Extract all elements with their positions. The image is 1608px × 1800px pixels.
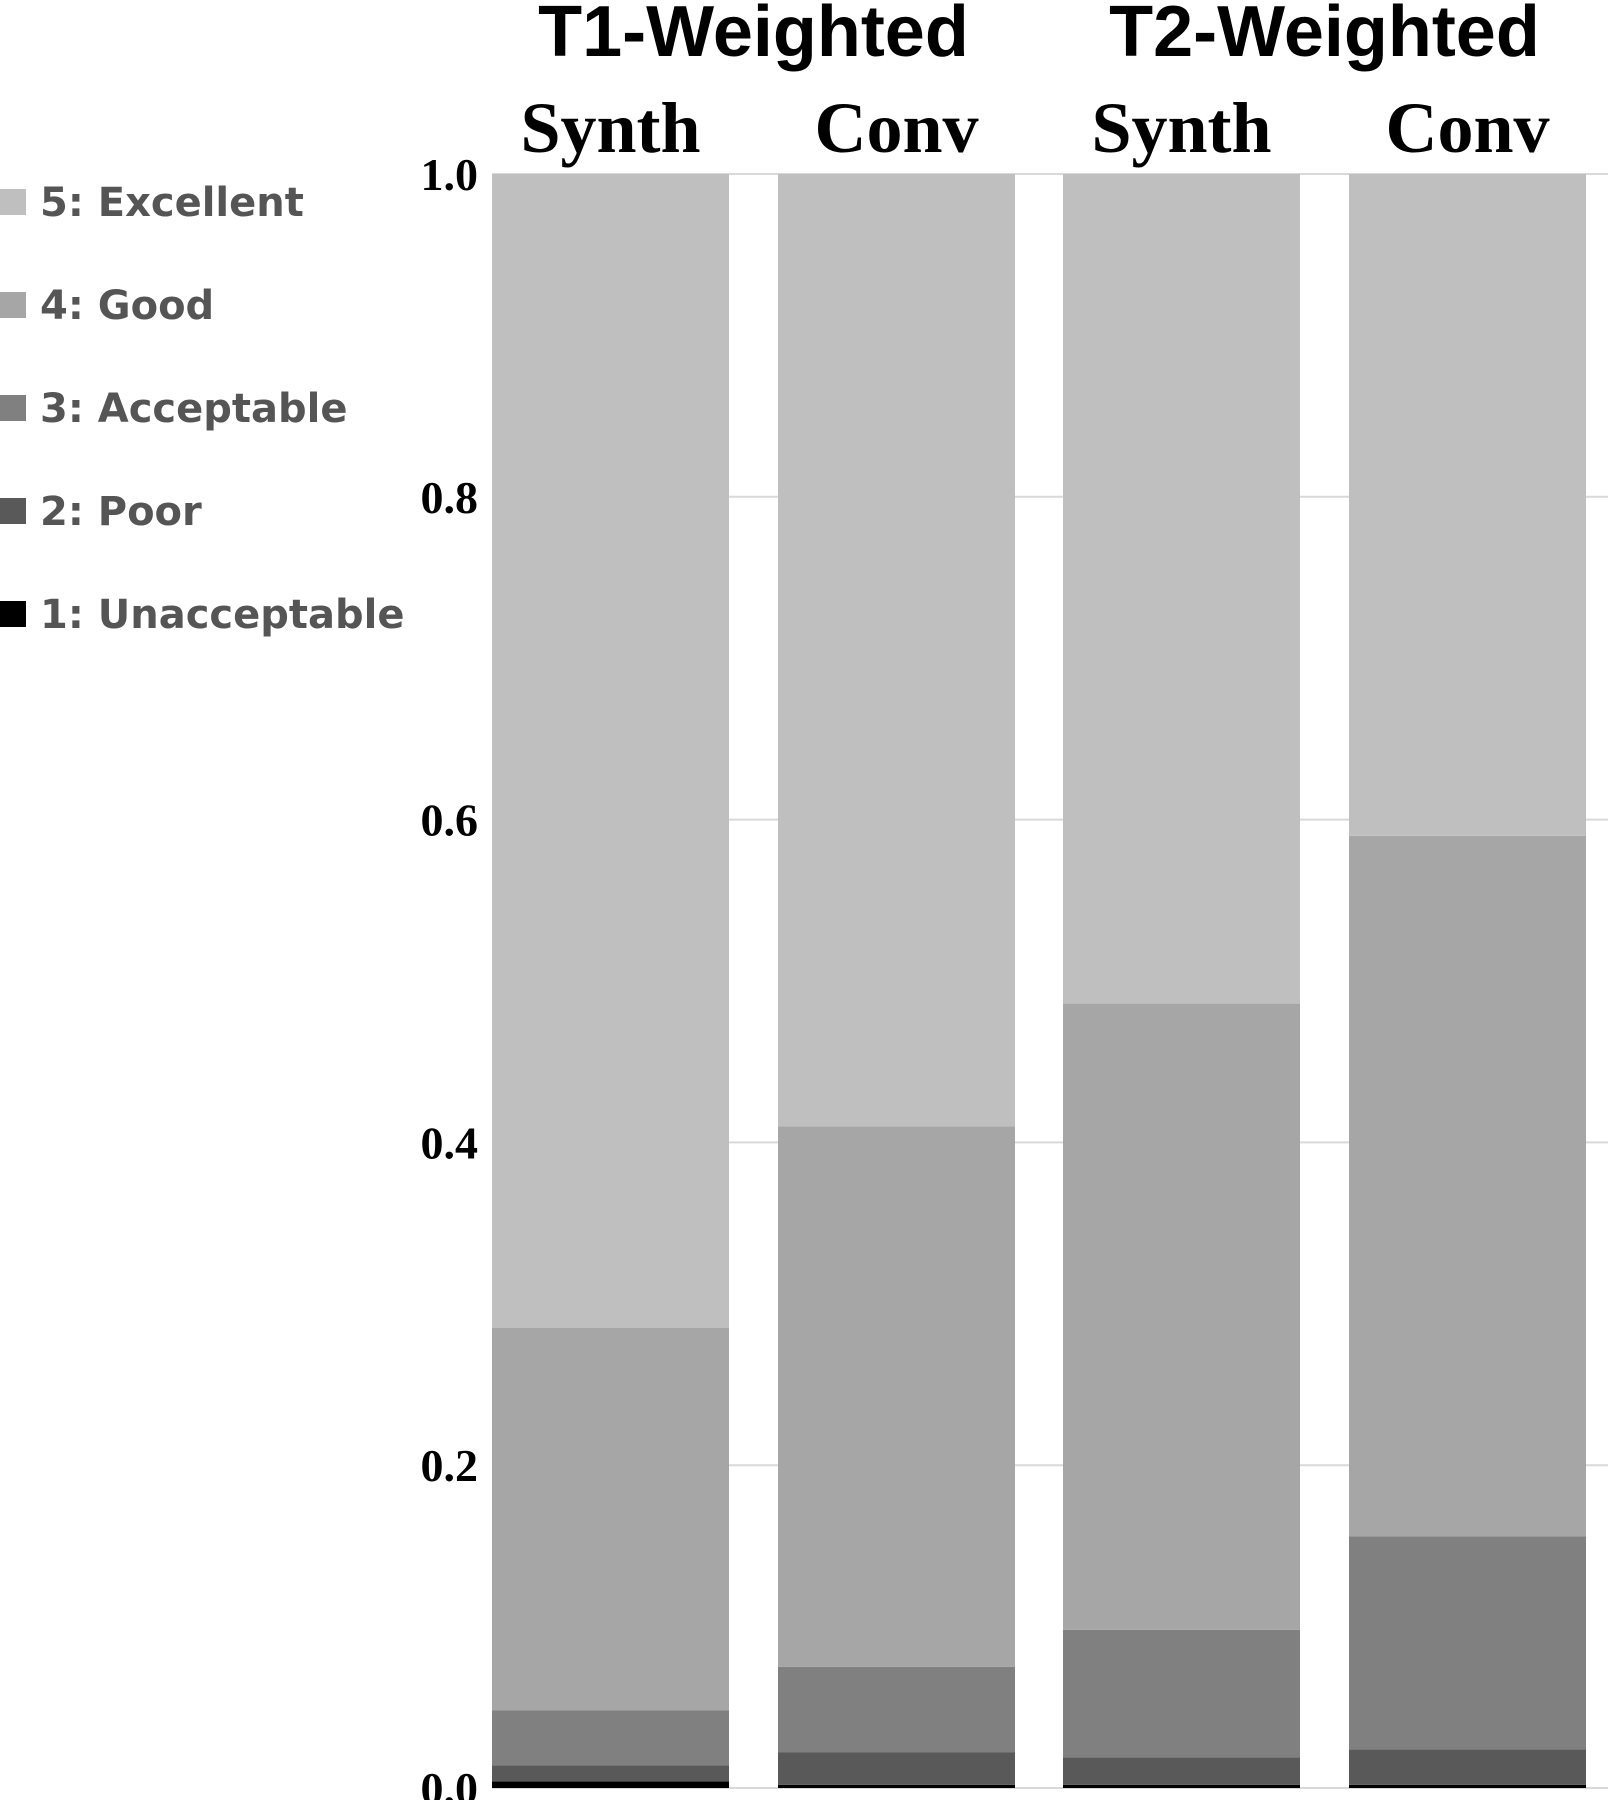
bars <box>492 174 1586 1788</box>
legend-swatch <box>0 189 26 215</box>
bar-segment <box>778 174 1015 1127</box>
legend-label: 3: Acceptable <box>40 386 347 432</box>
bar-segment <box>778 1784 1015 1788</box>
legend-label: 1: Unacceptable <box>40 592 404 638</box>
y-tick-label: 0.4 <box>421 1117 479 1168</box>
bar-segment <box>1063 1757 1300 1785</box>
bar-segment <box>1063 174 1300 1004</box>
bar-segment <box>778 1752 1015 1785</box>
bar-segment <box>492 1710 729 1766</box>
y-tick-label: 0.2 <box>421 1440 479 1491</box>
column-label: Synth <box>1091 88 1271 168</box>
bar-segment <box>1349 174 1586 836</box>
legend-label: 5: Excellent <box>40 180 304 226</box>
group-title: T2-Weighted <box>1109 0 1540 72</box>
bar-segment <box>1063 1629 1300 1758</box>
y-axis-ticks: 0.0 0.2 0.4 0.6 0.8 1.0 <box>421 149 479 1800</box>
y-tick-label: 0.0 <box>421 1763 479 1800</box>
legend-swatch <box>0 498 26 524</box>
bar-segment <box>1349 1749 1586 1785</box>
legend-label: 4: Good <box>40 283 214 329</box>
column-label: Conv <box>1385 88 1549 168</box>
bar-segment <box>492 1781 729 1788</box>
y-tick-label: 1.0 <box>421 149 479 200</box>
bar-segment <box>492 1765 729 1782</box>
bar-segment <box>492 1328 729 1711</box>
column-label: Synth <box>520 88 700 168</box>
column-label: Conv <box>814 88 978 168</box>
bar-segment <box>1063 1003 1300 1630</box>
y-tick-label: 0.8 <box>421 472 479 523</box>
y-tick-label: 0.6 <box>421 795 479 846</box>
group-title: T1-Weighted <box>538 0 969 72</box>
bar-segment <box>492 174 729 1329</box>
bar-segment <box>778 1666 1015 1753</box>
legend-swatch <box>0 601 26 627</box>
column-headers: Synth Conv Synth Conv T1-Weighted T2-Weighted <box>520 0 1549 168</box>
bar-segment <box>778 1126 1015 1667</box>
bar-segment <box>1063 1784 1300 1788</box>
bar-segment <box>1349 835 1586 1537</box>
legend-swatch <box>0 395 26 421</box>
bar-segment <box>1349 1784 1586 1788</box>
bar-segment <box>1349 1536 1586 1750</box>
legend-swatch <box>0 292 26 318</box>
legend-label: 2: Poor <box>40 489 202 535</box>
legend: 5: Excellent 4: Good 3: Acceptable 2: Poor 1… <box>0 180 404 638</box>
